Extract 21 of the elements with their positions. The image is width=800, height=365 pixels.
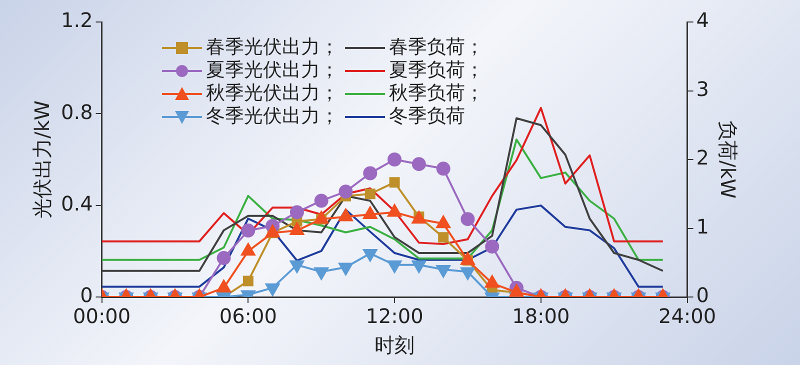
legend-label: 夏季负荷； <box>389 59 484 82</box>
y-tick-label: 0.8 <box>60 100 93 124</box>
x-tick-label: 06:00 <box>219 304 277 328</box>
y-tick-label: 0.4 <box>60 192 93 216</box>
y-tick-label: 1.2 <box>60 8 93 32</box>
y2-tick-label: 1 <box>696 214 710 238</box>
y2-tick-label: 4 <box>696 8 710 32</box>
legend-label: 秋季负荷； <box>389 82 484 105</box>
legend-label: 秋季光伏出力； <box>206 82 339 105</box>
y2-tick-label: 3 <box>696 76 710 101</box>
x-tick-label: 12:00 <box>366 304 424 328</box>
legend-label: 冬季光伏出力； <box>206 105 339 128</box>
y-axis-title: 光伏出力/kW <box>30 100 54 219</box>
legend-label: 春季负荷； <box>389 36 484 59</box>
x-axis-title: 时刻 <box>374 333 415 358</box>
y2-axis-title: 负荷/kW <box>716 120 740 199</box>
x-tick-label: 18:00 <box>512 304 570 328</box>
legend-label: 春季光伏出力； <box>206 36 339 59</box>
y2-tick-label: 2 <box>696 146 710 170</box>
legend-label: 冬季负荷 <box>389 105 465 128</box>
legend-label: 夏季光伏出力； <box>206 59 339 82</box>
